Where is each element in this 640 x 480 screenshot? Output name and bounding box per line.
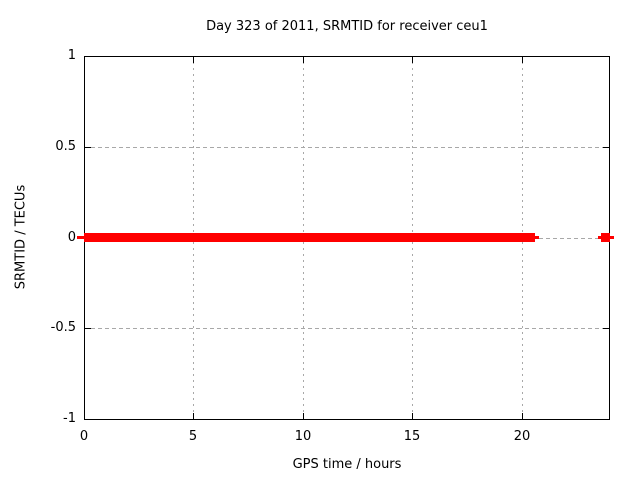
series-band: [84, 233, 535, 242]
chart-title: Day 323 of 2011, SRMTID for receiver ceu…: [206, 19, 488, 34]
x-tick-mark-top: [522, 57, 523, 63]
x-tick-mark-top: [193, 57, 194, 63]
y-tick-label: -0.5: [50, 320, 76, 335]
y-tick-mark-right: [603, 419, 609, 420]
x-tick-mark-bottom: [193, 413, 194, 419]
x-tick-label: 0: [79, 429, 89, 444]
x-axis-label: GPS time / hours: [292, 457, 402, 472]
y-tick-mark-left: [85, 328, 91, 329]
y-tick-mark-right: [603, 56, 609, 57]
y-tick-mark-right: [603, 328, 609, 329]
y-tick-label: 0.5: [55, 139, 76, 154]
x-tick-mark-bottom: [522, 413, 523, 419]
x-tick-label: 20: [513, 429, 531, 444]
y-tick-mark-left: [85, 419, 91, 420]
x-tick-mark-bottom: [303, 413, 304, 419]
series-point-marker: [601, 233, 611, 242]
y-tick-mark-left: [85, 147, 91, 148]
x-tick-mark-top: [84, 57, 85, 63]
y-tick-mark-left: [85, 56, 91, 57]
y-tick-label: 0: [67, 230, 76, 245]
x-tick-mark-bottom: [84, 413, 85, 419]
x-tick-label: 15: [403, 429, 421, 444]
x-tick-label: 5: [188, 429, 198, 444]
x-tick-mark-top: [303, 57, 304, 63]
x-tick-label: 10: [294, 429, 312, 444]
x-tick-mark-bottom: [412, 413, 413, 419]
y-tick-mark-right: [603, 147, 609, 148]
x-tick-mark-top: [412, 57, 413, 63]
y-tick-label: -1: [63, 411, 76, 426]
y-tick-label: 1: [67, 48, 76, 63]
y-gridline: [84, 147, 609, 148]
y-axis-label: SRMTID / TECUs: [13, 184, 29, 290]
y-gridline: [84, 328, 609, 329]
